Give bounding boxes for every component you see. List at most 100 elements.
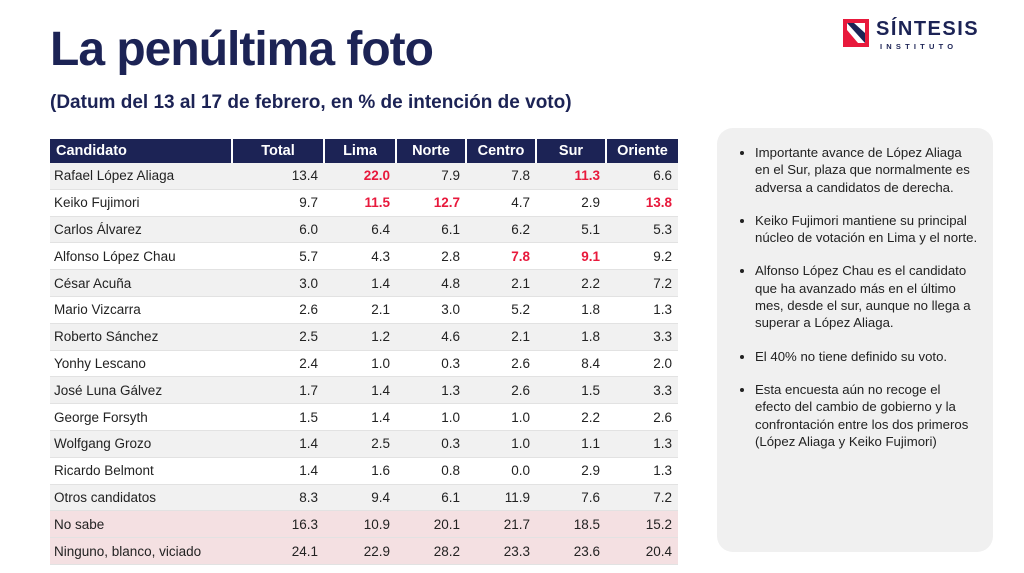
candidate-name-cell: Otros candidatos	[50, 484, 232, 512]
value-cell: 24.1	[232, 537, 324, 565]
candidate-name-cell: Alfonso López Chau	[50, 242, 232, 271]
logo-subtitle: INSTITUTO	[880, 42, 958, 51]
candidate-name-cell: Wolfgang Grozo	[50, 430, 232, 458]
value-cell: 9.7	[232, 189, 324, 217]
value-cell: 1.3	[606, 296, 678, 324]
table-row: Rafael López Aliaga 13.4 22.0 7.9 7.8 11.3 6.6	[50, 163, 678, 190]
value-cell: 23.6	[536, 537, 606, 565]
note-item: Esta encuesta aún no recoge el efecto de…	[755, 381, 979, 450]
table-row: Carlos Álvarez 6.0 6.4 6.1 6.2 5.1 5.3	[50, 216, 678, 244]
value-cell: 13.8	[606, 189, 678, 217]
table-body: Rafael López Aliaga 13.4 22.0 7.9 7.8 11.3 6.6…	[50, 163, 678, 565]
value-cell: 6.1	[396, 484, 466, 512]
candidate-name-cell: César Acuña	[50, 269, 232, 297]
value-cell: 7.9	[396, 163, 466, 190]
value-cell: 2.0	[606, 350, 678, 378]
value-cell: 1.2	[324, 323, 396, 351]
value-cell: 6.1	[396, 216, 466, 244]
value-cell: 6.6	[606, 163, 678, 190]
table-row: Keiko Fujimori 9.7 11.5 12.7 4.7 2.9 13.8	[50, 189, 678, 217]
value-cell: 15.2	[606, 510, 678, 539]
column-header: Centro	[466, 139, 537, 163]
candidate-name-cell: José Luna Gálvez	[50, 376, 232, 405]
value-cell: 28.2	[396, 537, 466, 565]
value-cell: 0.8	[396, 457, 466, 485]
value-cell: 1.3	[396, 376, 466, 405]
value-cell: 4.6	[396, 323, 466, 351]
value-cell: 7.8	[466, 163, 536, 190]
value-cell: 0.3	[396, 350, 466, 378]
value-cell: 6.2	[466, 216, 536, 244]
page-title: La penúltima foto	[50, 23, 434, 76]
table-row: George Forsyth 1.5 1.4 1.0 1.0 2.2 2.6	[50, 403, 678, 431]
value-cell: 1.4	[324, 269, 396, 297]
value-cell: 0.0	[466, 457, 536, 485]
value-cell: 8.4	[536, 350, 606, 378]
value-cell: 2.6	[232, 296, 324, 324]
table-row: César Acuña 3.0 1.4 4.8 2.1 2.2 7.2	[50, 269, 678, 297]
value-cell: 12.7	[396, 189, 466, 217]
value-cell: 7.2	[606, 484, 678, 512]
value-cell: 2.6	[466, 376, 536, 405]
value-cell: 1.7	[232, 376, 324, 405]
value-cell: 1.3	[606, 430, 678, 458]
value-cell: 22.0	[324, 163, 396, 190]
value-cell: 2.1	[466, 323, 536, 351]
value-cell: 0.3	[396, 430, 466, 458]
value-cell: 11.9	[466, 484, 536, 512]
table-row: Mario Vizcarra 2.6 2.1 3.0 5.2 1.8 1.3	[50, 296, 678, 324]
value-cell: 18.5	[536, 510, 606, 539]
table-row: Ninguno, blanco, viciado 24.1 22.9 28.2 23.3…	[50, 537, 678, 565]
value-cell: 1.4	[324, 376, 396, 405]
value-cell: 20.1	[396, 510, 466, 539]
candidate-name-cell: No sabe	[50, 510, 232, 539]
page-subtitle: (Datum del 13 al 17 de febrero, en % de …	[50, 92, 572, 113]
value-cell: 7.6	[536, 484, 606, 512]
value-cell: 2.9	[536, 189, 606, 217]
column-header: Oriente	[606, 139, 678, 163]
value-cell: 2.4	[232, 350, 324, 378]
value-cell: 1.8	[536, 323, 606, 351]
sintesis-mark-icon	[843, 19, 869, 47]
table-row: Yonhy Lescano 2.4 1.0 0.3 2.6 8.4 2.0	[50, 350, 678, 378]
value-cell: 2.2	[536, 269, 606, 297]
column-header: Total	[232, 139, 325, 163]
candidate-name-cell: Yonhy Lescano	[50, 350, 232, 378]
value-cell: 1.4	[324, 403, 396, 431]
table-row: Ricardo Belmont 1.4 1.6 0.8 0.0 2.9 1.3	[50, 457, 678, 485]
value-cell: 1.0	[466, 430, 536, 458]
candidate-name-cell: Ninguno, blanco, viciado	[50, 537, 232, 565]
value-cell: 2.2	[536, 403, 606, 431]
table-row: Alfonso López Chau 5.7 4.3 2.8 7.8 9.1 9.2	[50, 242, 678, 271]
value-cell: 5.1	[536, 216, 606, 244]
value-cell: 2.6	[466, 350, 536, 378]
value-cell: 1.5	[232, 403, 324, 431]
candidate-name-cell: Keiko Fujimori	[50, 189, 232, 217]
value-cell: 5.7	[232, 242, 324, 271]
column-header: Sur	[536, 139, 607, 163]
logo-name: SÍNTESIS	[876, 18, 980, 40]
column-header: Candidato	[50, 139, 233, 163]
value-cell: 4.7	[466, 189, 536, 217]
value-cell: 3.0	[232, 269, 324, 297]
note-item: Keiko Fujimori mantiene su principal núc…	[755, 212, 979, 247]
value-cell: 2.1	[466, 269, 536, 297]
candidate-name-cell: Roberto Sánchez	[50, 323, 232, 351]
value-cell: 8.3	[232, 484, 324, 512]
notes-list: Importante avance de López Aliaga en el …	[739, 144, 979, 450]
value-cell: 2.9	[536, 457, 606, 485]
candidate-name-cell: Mario Vizcarra	[50, 296, 232, 324]
table-row: Roberto Sánchez 2.5 1.2 4.6 2.1 1.8 3.3	[50, 323, 678, 351]
note-item: Importante avance de López Aliaga en el …	[755, 144, 979, 196]
table-row: No sabe 16.3 10.9 20.1 21.7 18.5 15.2	[50, 510, 678, 539]
value-cell: 2.6	[606, 403, 678, 431]
voting-intention-table: Candidato Total Lima Norte Centro Sur Oriente …	[50, 139, 678, 565]
value-cell: 1.5	[536, 376, 606, 405]
value-cell: 1.0	[396, 403, 466, 431]
candidate-name-cell: George Forsyth	[50, 403, 232, 431]
table-header-row: Candidato Total Lima Norte Centro Sur Oriente	[50, 139, 678, 163]
value-cell: 3.0	[396, 296, 466, 324]
value-cell: 23.3	[466, 537, 536, 565]
value-cell: 2.1	[324, 296, 396, 324]
value-cell: 1.4	[232, 430, 324, 458]
